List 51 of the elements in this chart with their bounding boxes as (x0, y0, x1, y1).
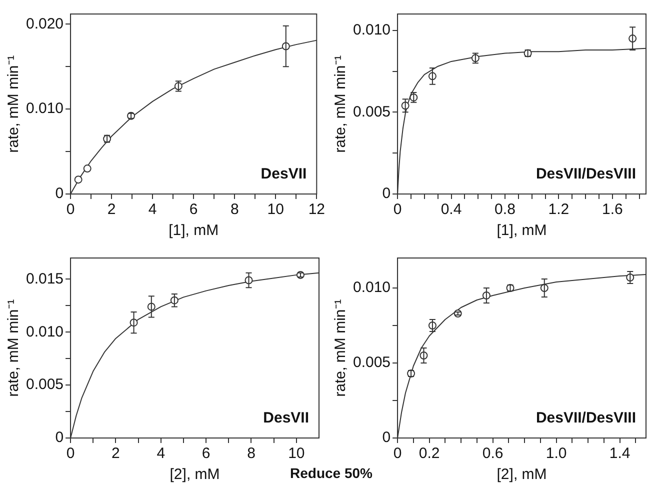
y-tick-label: 0.010 (352, 22, 391, 39)
x-tick-label: 0.2 (418, 445, 440, 462)
y-tick-label: 0.010 (26, 100, 64, 118)
y-tick-label: 0.010 (26, 323, 64, 340)
x-tick-label: 1.2 (548, 201, 570, 218)
x-tick-label: 0.4 (440, 201, 462, 218)
x-axis-title: [1], mM (168, 222, 219, 240)
x-axis-title: [2], mM (170, 466, 220, 484)
y-tick-label: 0.005 (352, 103, 391, 120)
x-tick-label: 1.4 (609, 445, 630, 462)
x-axis-title: [2], mM (496, 466, 547, 484)
x-tick-label: 0.6 (482, 445, 504, 462)
y-tick-label: 0.020 (26, 15, 64, 32)
y-tick-label: 0 (55, 185, 64, 202)
y-tick-label: 0.005 (26, 376, 64, 394)
annotation: DesVII (263, 410, 309, 427)
x-tick-label: 1.0 (546, 445, 567, 462)
x-tick-label: 0 (393, 445, 402, 462)
y-tick-label: 0 (55, 429, 64, 446)
x-tick-label: 10 (288, 445, 305, 462)
annotation: DesVII/DesVIII (536, 166, 636, 183)
y-axis-title: rate, mM min⁻¹ (332, 55, 350, 153)
y-tick-label: 0.015 (26, 270, 64, 288)
x-tick-label: 0 (393, 201, 402, 218)
x-tick-label: 10 (267, 201, 284, 218)
y-tick-label: 0 (382, 185, 391, 202)
y-axis-title: rate, mM min⁻¹ (5, 55, 22, 153)
annotation: DesVII (260, 166, 307, 183)
y-axis-title: rate, mM min⁻¹ (332, 299, 350, 397)
x-tick-label: 0 (66, 445, 75, 462)
x-tick-label: 2 (112, 445, 120, 462)
x-tick-label: 6 (189, 201, 198, 218)
x-tick-label: 12 (308, 201, 325, 218)
annotation: DesVII/DesVIII (536, 410, 636, 427)
x-tick-label: 6 (202, 445, 210, 462)
point (74, 176, 82, 184)
y-tick-label: 0 (382, 429, 391, 446)
text: Reduce 50% (290, 465, 372, 481)
x-tick-label: 8 (247, 445, 256, 462)
x-tick-label: 0 (66, 201, 75, 218)
y-tick-label: 0.010 (352, 279, 391, 296)
x-tick-label: 2 (107, 201, 116, 218)
x-axis-title: [1], mM (496, 222, 547, 240)
y-axis-title: rate, mM min⁻¹ (5, 299, 22, 397)
x-tick-label: 0.8 (494, 201, 516, 218)
x-tick-label: 4 (148, 201, 157, 218)
y-tick-label: 0.005 (352, 354, 391, 372)
x-tick-label: 1.6 (602, 201, 623, 218)
point (83, 164, 92, 173)
x-tick-label: 8 (230, 201, 239, 218)
x-tick-label: 4 (156, 445, 166, 462)
